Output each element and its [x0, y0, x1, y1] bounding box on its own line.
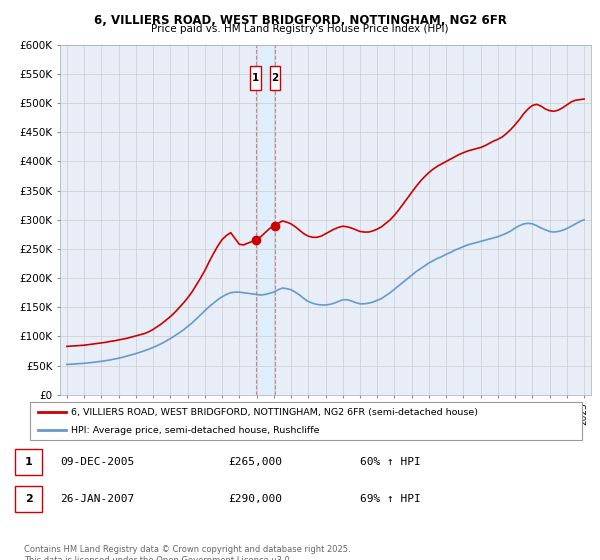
Text: Price paid vs. HM Land Registry's House Price Index (HPI): Price paid vs. HM Land Registry's House …: [151, 24, 449, 34]
Text: £290,000: £290,000: [228, 494, 282, 504]
Text: 1: 1: [25, 457, 32, 467]
Text: 1: 1: [252, 73, 259, 83]
FancyBboxPatch shape: [250, 67, 260, 90]
Text: 60% ↑ HPI: 60% ↑ HPI: [360, 457, 421, 467]
FancyBboxPatch shape: [15, 486, 42, 512]
Text: HPI: Average price, semi-detached house, Rushcliffe: HPI: Average price, semi-detached house,…: [71, 426, 320, 435]
Text: 69% ↑ HPI: 69% ↑ HPI: [360, 494, 421, 504]
FancyBboxPatch shape: [30, 402, 582, 440]
Text: Contains HM Land Registry data © Crown copyright and database right 2025.
This d: Contains HM Land Registry data © Crown c…: [24, 545, 350, 560]
Text: £265,000: £265,000: [228, 457, 282, 467]
Text: 6, VILLIERS ROAD, WEST BRIDGFORD, NOTTINGHAM, NG2 6FR: 6, VILLIERS ROAD, WEST BRIDGFORD, NOTTIN…: [94, 14, 506, 27]
FancyBboxPatch shape: [15, 449, 42, 475]
Text: 6, VILLIERS ROAD, WEST BRIDGFORD, NOTTINGHAM, NG2 6FR (semi-detached house): 6, VILLIERS ROAD, WEST BRIDGFORD, NOTTIN…: [71, 408, 478, 417]
FancyBboxPatch shape: [270, 67, 280, 90]
Text: 09-DEC-2005: 09-DEC-2005: [60, 457, 134, 467]
Text: 2: 2: [271, 73, 278, 83]
Bar: [256, 45, 275, 395]
Text: 2: 2: [25, 494, 32, 504]
Text: 26-JAN-2007: 26-JAN-2007: [60, 494, 134, 504]
